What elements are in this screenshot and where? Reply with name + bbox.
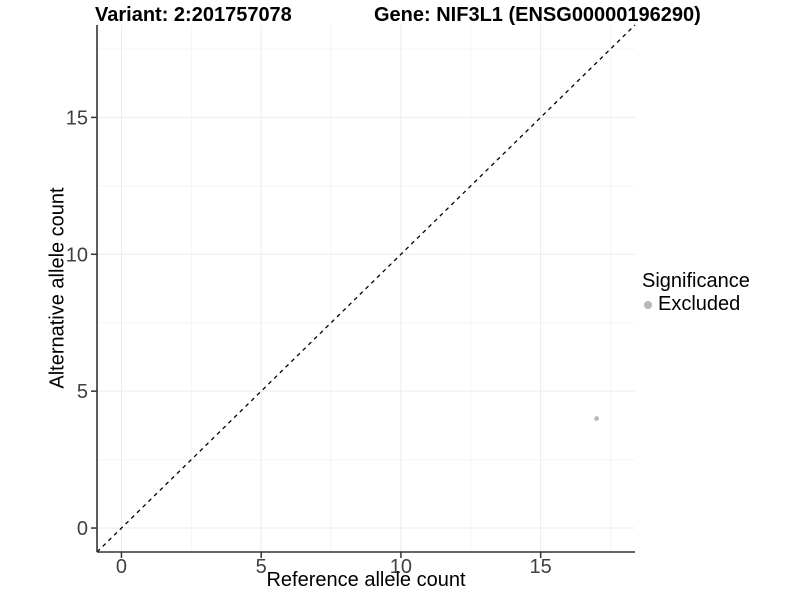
- y-axis-title: Alternative allele count: [46, 187, 69, 389]
- x-tick-label: 10: [390, 556, 412, 578]
- y-tick-label: 5: [77, 381, 88, 403]
- legend-title: Significance: [642, 270, 750, 292]
- legend: Significance Excluded: [640, 270, 750, 316]
- x-tick-label: 0: [116, 556, 127, 578]
- excluded-marker-icon: [644, 300, 652, 309]
- y-tick-label: 15: [66, 107, 88, 129]
- identity-line: [96, 24, 636, 553]
- data-point: [594, 416, 599, 421]
- legend-item-excluded: Excluded: [640, 293, 750, 316]
- x-tick-label: 15: [530, 556, 552, 578]
- x-axis-title: Reference allele count: [266, 569, 466, 591]
- y-tick-label: 10: [66, 244, 88, 266]
- y-tick-label: 0: [77, 518, 88, 540]
- x-tick-label: 5: [256, 556, 267, 578]
- plot-title-gene: Gene: NIF3L1 (ENSG00000196290): [374, 4, 701, 26]
- legend-item-label: Excluded: [658, 293, 741, 315]
- plot-title-variant: Variant: 2:201757078: [95, 4, 292, 26]
